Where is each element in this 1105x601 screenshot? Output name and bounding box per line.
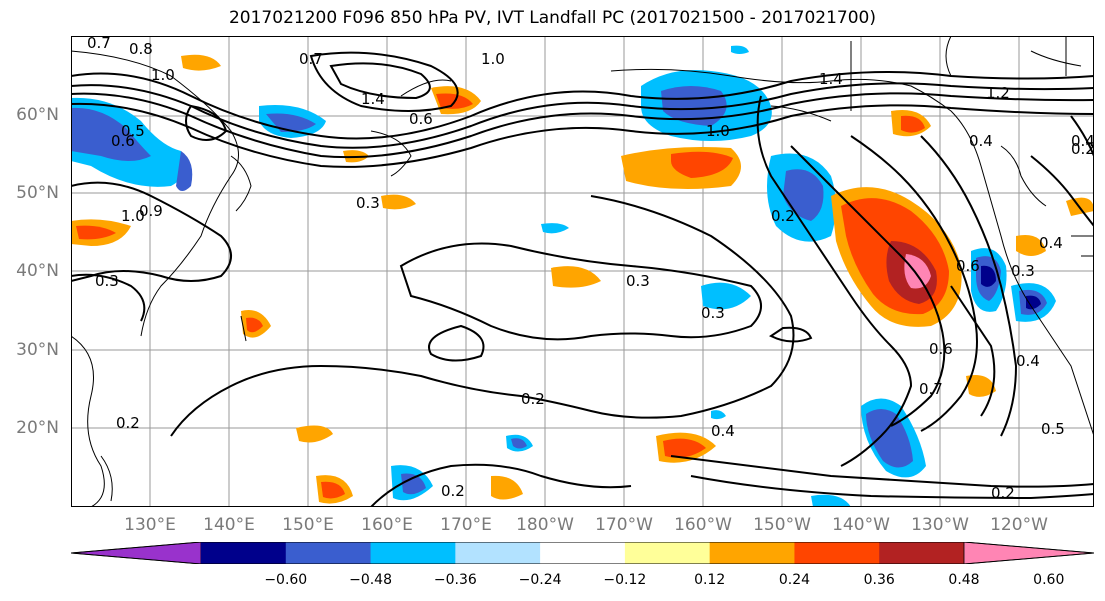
contour-label: 0.4 [1071, 132, 1094, 150]
contour-label: 0.9 [139, 202, 163, 220]
lon-label: 160°W [674, 515, 732, 535]
contour-label: 0.6 [929, 340, 953, 358]
coastlines [71, 36, 1094, 507]
lon-label: 170°W [595, 515, 653, 535]
lat-label: 20°N [16, 418, 59, 438]
colorbar-segment [370, 542, 456, 564]
lat-label: 30°N [16, 340, 59, 360]
colorbar-segment [963, 542, 1094, 564]
contour-label: 0.3 [95, 272, 119, 290]
contour-label: 1.4 [819, 70, 843, 88]
lon-label: 120°W [990, 515, 1048, 535]
contour-label: 1.2 [986, 84, 1010, 102]
colorbar-tick-label: −0.24 [518, 572, 562, 588]
colorbar-tick-label: 0.24 [778, 572, 811, 588]
contour-label: 0.3 [356, 194, 380, 212]
contour-label: 1.0 [121, 207, 145, 225]
lon-label: 150°E [282, 515, 334, 535]
contour-label: 0.2 [441, 482, 465, 500]
lat-label: 40°N [16, 261, 59, 281]
lon-label: 180°W [516, 515, 574, 535]
contour-label: 0.6 [956, 257, 980, 275]
contour-label: 0.4 [1039, 234, 1063, 252]
contour-label: 0.8 [129, 40, 153, 58]
contour-label: 0.2 [771, 207, 795, 225]
colorbar [71, 542, 1094, 564]
ivt-pc-fill-contours [71, 45, 1094, 507]
contour-label: 1.0 [151, 66, 175, 84]
colorbar-segment [71, 542, 202, 564]
colorbar-tick-label: −0.60 [264, 572, 308, 588]
lat-label: 50°N [16, 183, 59, 203]
colorbar-segment [794, 542, 880, 564]
pv-contour-lines [71, 51, 1094, 507]
contour-label: 0.3 [1011, 262, 1035, 280]
colorbar-segment [540, 542, 626, 564]
contour-label: 0.3 [626, 272, 650, 290]
lon-label: 140°E [203, 515, 255, 535]
contour-label: 0.2 [521, 390, 545, 408]
lon-label: 130°W [911, 515, 969, 535]
colorbar-tick-label: 0.12 [694, 572, 726, 588]
colorbar-segment [624, 542, 711, 564]
colorbar-tick-label: 0.60 [1033, 572, 1065, 588]
pv-contour-labels: 0.7 0.8 1.0 0.5 0.6 0.7 1.4 0.6 1.0 0.9 … [87, 36, 1094, 502]
contour-label: 0.4 [1016, 352, 1040, 370]
colorbar-segment [455, 542, 541, 564]
contour-label: 0.4 [969, 132, 993, 150]
contour-label: 1.0 [706, 122, 730, 140]
lon-label: 130°E [124, 515, 176, 535]
contour-label: 0.2 [1071, 140, 1094, 158]
lon-label: 150°W [753, 515, 811, 535]
lon-label: 170°E [440, 515, 492, 535]
colorbar-segment [879, 542, 965, 564]
map-canvas: 0.7 0.8 1.0 0.5 0.6 0.7 1.4 0.6 1.0 0.9 … [71, 36, 1094, 507]
colorbar-tick-label: −0.12 [603, 572, 647, 588]
colorbar-tick-label: −0.36 [433, 572, 477, 588]
contour-label: 0.7 [299, 50, 323, 68]
colorbar-segment [201, 542, 287, 564]
contour-label: 0.7 [919, 380, 943, 398]
contour-label: 1.0 [481, 50, 505, 68]
contour-label: 0.2 [116, 414, 140, 432]
contour-label: 0.3 [701, 304, 725, 322]
contour-label: 0.2 [991, 484, 1015, 502]
contour-label: 0.5 [1041, 420, 1065, 438]
contour-label: 1.4 [361, 90, 385, 108]
contour-label: 0.6 [111, 132, 135, 150]
contour-label: 0.7 [87, 36, 111, 52]
lon-label: 140°W [832, 515, 890, 535]
contour-label: 0.5 [121, 122, 145, 140]
lat-label: 60°N [16, 105, 59, 125]
lon-label: 160°E [361, 515, 413, 535]
colorbar-segment [709, 542, 795, 564]
colorbar-tick-label: 0.36 [863, 572, 895, 588]
contour-label: 0.6 [409, 110, 433, 128]
colorbar-segment [285, 542, 372, 564]
map-panel[interactable]: 0.7 0.8 1.0 0.5 0.6 0.7 1.4 0.6 1.0 0.9 … [71, 36, 1094, 507]
contour-label: 0.4 [711, 422, 735, 440]
map-title: 2017021200 F096 850 hPa PV, IVT Landfall… [228, 8, 876, 28]
colorbar-tick-label: −0.48 [349, 572, 392, 588]
colorbar-tick-label: 0.48 [948, 572, 980, 588]
